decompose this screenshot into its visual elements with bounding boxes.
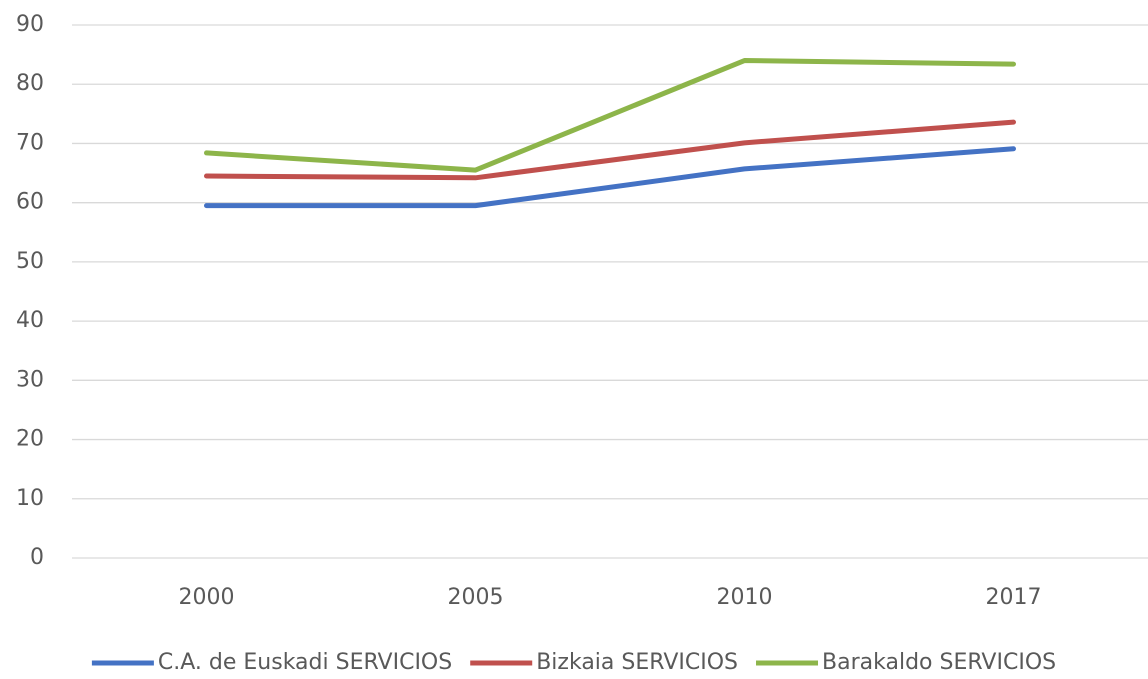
legend-label: C.A. de Euskadi SERVICIOS <box>158 650 452 675</box>
y-tick-label: 90 <box>16 12 44 37</box>
y-tick-label: 30 <box>16 367 44 392</box>
series-line <box>204 146 1016 209</box>
x-tick-label: 2005 <box>448 585 504 610</box>
legend-label: Bizkaia SERVICIOS <box>536 650 738 675</box>
legend-label: Barakaldo SERVICIOS <box>822 650 1056 675</box>
x-tick-label: 2017 <box>986 585 1042 610</box>
series-line <box>204 58 1016 173</box>
x-tick-label: 2010 <box>717 585 773 610</box>
y-tick-label: 60 <box>16 190 44 215</box>
y-tick-label: 70 <box>16 130 44 155</box>
series-line <box>204 119 1016 181</box>
y-tick-label: 50 <box>16 249 44 274</box>
y-tick-label: 10 <box>16 486 44 511</box>
y-tick-label: 40 <box>16 308 44 333</box>
y-tick-label: 0 <box>30 545 44 570</box>
x-tick-label: 2000 <box>179 585 235 610</box>
y-tick-label: 20 <box>16 427 44 452</box>
y-tick-label: 80 <box>16 71 44 96</box>
